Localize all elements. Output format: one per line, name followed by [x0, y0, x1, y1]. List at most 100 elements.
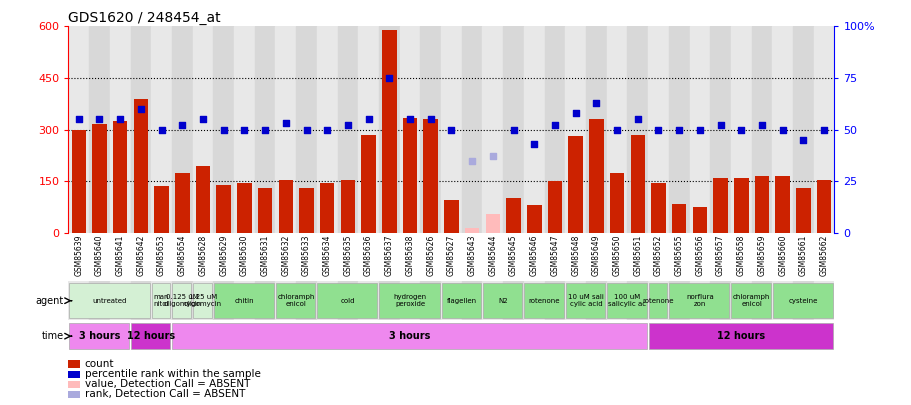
Bar [813, 26, 834, 233]
Bar [482, 26, 503, 233]
Point [237, 126, 251, 133]
Point [258, 126, 272, 133]
Bar [254, 281, 275, 320]
Bar [606, 281, 627, 320]
Bar [689, 281, 710, 320]
Point [382, 75, 396, 81]
Bar [485, 214, 499, 233]
Bar [813, 281, 834, 320]
Point [423, 116, 437, 122]
Point [691, 126, 706, 133]
Bar [793, 281, 813, 320]
Bar [399, 281, 420, 320]
Bar [92, 124, 107, 233]
Point [609, 126, 624, 133]
Point [340, 122, 354, 129]
Bar [320, 183, 334, 233]
Point [320, 126, 334, 133]
Bar [296, 26, 316, 233]
Text: agent: agent [36, 296, 64, 306]
Bar [648, 281, 668, 320]
Point [361, 116, 375, 122]
FancyBboxPatch shape [772, 283, 832, 318]
Bar [589, 119, 603, 233]
Bar [523, 26, 544, 233]
Point [485, 153, 499, 160]
Point [278, 120, 292, 127]
Bar [627, 26, 648, 233]
Bar [482, 281, 503, 320]
Bar [399, 26, 420, 233]
FancyBboxPatch shape [731, 283, 770, 318]
FancyBboxPatch shape [317, 283, 377, 318]
Bar [733, 178, 748, 233]
Bar [506, 198, 520, 233]
Text: chitin: chitin [234, 298, 254, 304]
Bar [710, 26, 730, 233]
Bar [382, 30, 396, 233]
FancyBboxPatch shape [607, 283, 646, 318]
FancyBboxPatch shape [151, 283, 170, 318]
Point [733, 126, 748, 133]
Bar [213, 26, 234, 233]
FancyBboxPatch shape [669, 283, 729, 318]
Bar [548, 181, 561, 233]
Point [444, 126, 458, 133]
Text: norflura
zon: norflura zon [685, 294, 713, 307]
Point [154, 126, 169, 133]
Bar [565, 26, 586, 233]
FancyBboxPatch shape [441, 283, 480, 318]
Text: N2: N2 [497, 298, 507, 304]
Bar [130, 26, 151, 233]
Text: cysteine: cysteine [788, 298, 817, 304]
Text: rank, Detection Call = ABSENT: rank, Detection Call = ABSENT [85, 390, 245, 399]
Point [175, 122, 189, 129]
Bar [441, 26, 461, 233]
Bar [403, 117, 417, 233]
Text: rotenone: rotenone [642, 298, 673, 304]
Bar [586, 281, 606, 320]
Bar [710, 281, 730, 320]
Bar [586, 26, 606, 233]
Text: cold: cold [341, 298, 354, 304]
FancyBboxPatch shape [379, 283, 439, 318]
Bar [216, 185, 230, 233]
Bar [795, 188, 810, 233]
Point [92, 116, 107, 122]
Text: untreated: untreated [93, 298, 127, 304]
Point [299, 126, 313, 133]
Bar [503, 281, 523, 320]
Text: 10 uM sali
cylic acid: 10 uM sali cylic acid [568, 294, 603, 307]
Bar [109, 26, 130, 233]
Bar [130, 281, 151, 320]
Text: time: time [42, 331, 64, 341]
Bar [606, 26, 627, 233]
Bar [379, 26, 399, 233]
Point [568, 110, 582, 116]
Text: percentile rank within the sample: percentile rank within the sample [85, 369, 261, 379]
Bar [527, 205, 541, 233]
Bar [258, 188, 272, 233]
Bar [337, 281, 358, 320]
Bar [213, 281, 234, 320]
Point [216, 126, 230, 133]
Bar [379, 281, 399, 320]
Text: 0.125 uM
oligomycin: 0.125 uM oligomycin [163, 294, 201, 307]
Bar [668, 26, 689, 233]
Point [506, 126, 520, 133]
Bar [296, 281, 316, 320]
Point [465, 157, 479, 164]
Bar [172, 26, 192, 233]
FancyBboxPatch shape [193, 283, 211, 318]
Bar [151, 26, 172, 233]
Bar [278, 179, 292, 233]
Point [816, 126, 831, 133]
Point [71, 116, 86, 122]
Text: 12 hours: 12 hours [127, 331, 175, 341]
Bar [627, 281, 648, 320]
Bar [68, 281, 89, 320]
Bar [444, 200, 458, 233]
Bar [337, 26, 358, 233]
Bar [71, 130, 86, 233]
Bar [648, 26, 668, 233]
